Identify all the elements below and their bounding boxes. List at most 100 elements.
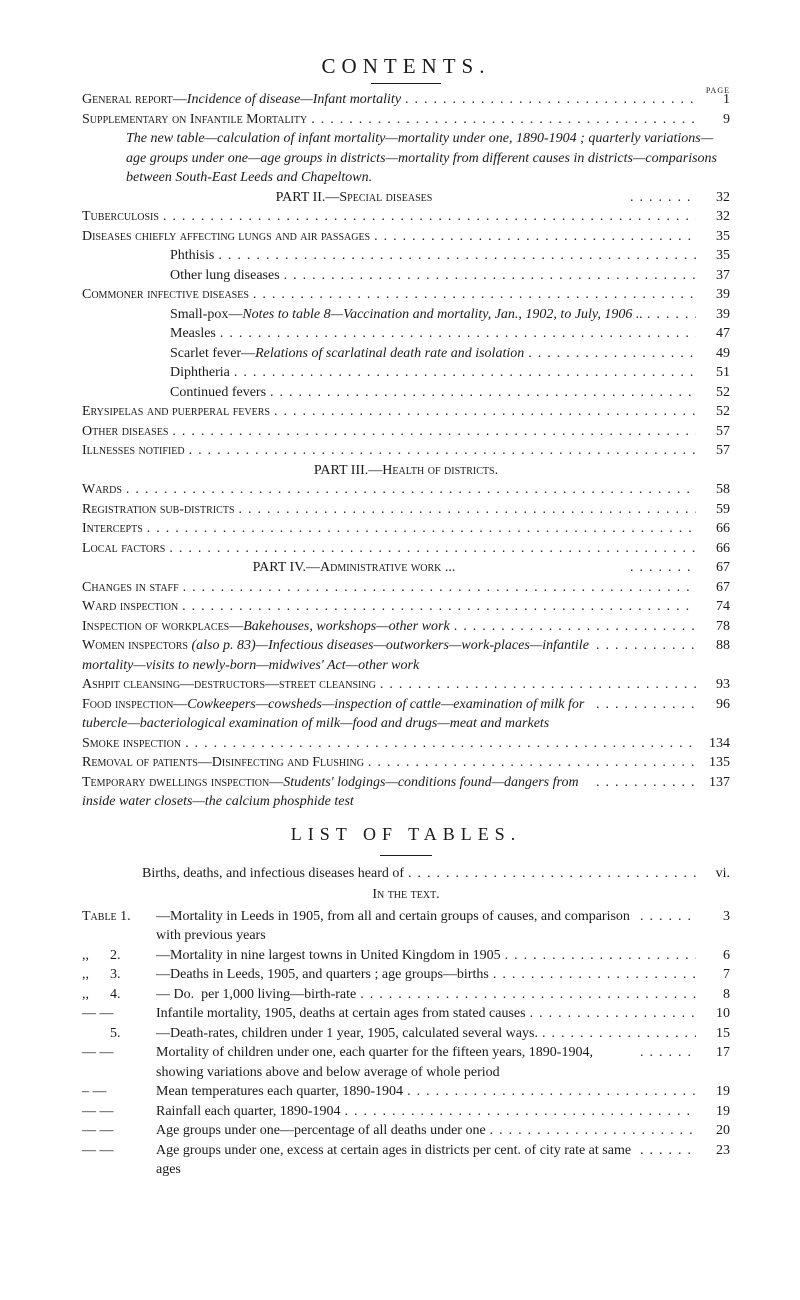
table-list-row: ,, 4.— Do. per 1,000 living—birth-rate8: [82, 985, 730, 1005]
toc-label: Registration sub-districts: [82, 500, 235, 520]
table-description: Mean temperatures each quarter, 1890-190…: [156, 1082, 403, 1102]
part-heading: PART II.—Special diseases: [276, 188, 433, 208]
table-description: —Death-rates, children under 1 year, 190…: [156, 1024, 538, 1044]
toc-row: Inspection of workplaces—Bakehouses, wor…: [82, 617, 730, 637]
page-number: 66: [696, 519, 730, 539]
table-list-row: – —Mean temperatures each quarter, 1890-…: [82, 1082, 730, 1102]
toc-label: Phthisis: [170, 246, 214, 266]
contents-body: General report—Incidence of disease—Infa…: [82, 90, 730, 812]
contents-title: CONTENTS.: [82, 54, 730, 79]
toc-label: Diseases chiefly affecting lungs and air…: [82, 227, 370, 247]
table-number: – —: [82, 1082, 156, 1102]
toc-row: Women inspectors (also p. 83)—Infectious…: [82, 636, 730, 675]
page-number: 51: [696, 363, 730, 383]
table-number: ,, 2.: [82, 946, 156, 966]
toc-label: Commoner infective diseases: [82, 285, 249, 305]
toc-row: Scarlet fever—Relations of scarlatinal d…: [82, 344, 730, 364]
toc-label: Small-pox—Notes to table 8—Vaccination a…: [170, 305, 643, 325]
toc-label: Measles: [170, 324, 216, 344]
toc-label: Continued fevers: [170, 383, 266, 403]
page-number: 93: [696, 675, 730, 695]
table-list-row: — —Rainfall each quarter, 1890-190419: [82, 1102, 730, 1122]
page-number: 47: [696, 324, 730, 344]
toc-row: Supplementary on Infantile Mortality9: [82, 110, 730, 130]
table-list-row: — —Age groups under one, excess at certa…: [82, 1141, 730, 1180]
toc-label: General report—Incidence of disease—Infa…: [82, 90, 401, 110]
toc-row: Tuberculosis 32: [82, 207, 730, 227]
page-number: 35: [696, 227, 730, 247]
toc-label: The new table—calculation of infant mort…: [126, 129, 730, 188]
table-description: —Mortality in nine largest towns in Unit…: [156, 946, 501, 966]
table-number: ,, 3.: [82, 965, 156, 985]
list-rule: [380, 855, 432, 856]
page-number: 3: [696, 907, 730, 927]
toc-row: Erysipelas and puerperal fevers 52: [82, 402, 730, 422]
page-number: 32: [696, 207, 730, 227]
toc-label: Diphtheria: [170, 363, 230, 383]
toc-row: Smoke inspection134: [82, 734, 730, 754]
table-description: — Do. per 1,000 living—birth-rate: [156, 985, 356, 1005]
toc-label: Local factors: [82, 539, 165, 559]
table-description: Mortality of children under one, each qu…: [156, 1043, 636, 1082]
toc-label: Ward inspection: [82, 597, 178, 617]
toc-row: Measles 47: [82, 324, 730, 344]
list-intro: Births, deaths, and infectious diseases …: [142, 864, 404, 884]
toc-row: Continued fevers 52: [82, 383, 730, 403]
table-description: Rainfall each quarter, 1890-1904: [156, 1102, 340, 1122]
toc-row: Small-pox—Notes to table 8—Vaccination a…: [82, 305, 730, 325]
toc-label: Ashpit cleansing—destructors—street clea…: [82, 675, 376, 695]
page-number: 74: [696, 597, 730, 617]
page-number: 9: [696, 110, 730, 130]
toc-row: Other lung diseases37: [82, 266, 730, 286]
page-number: 57: [696, 441, 730, 461]
part-heading: PART III.—Health of districts.: [314, 461, 498, 481]
page-number: 19: [696, 1102, 730, 1122]
toc-row: Registration sub-districts 59: [82, 500, 730, 520]
page-number: 96: [696, 695, 730, 715]
page-number: 57: [696, 422, 730, 442]
title-rule: [371, 83, 441, 84]
toc-label: Wards: [82, 480, 122, 500]
toc-row: Wards 58: [82, 480, 730, 500]
toc-label: Temporary dwellings inspection—Students'…: [82, 773, 592, 812]
table-description: —Mortality in Leeds in 1905, from all an…: [156, 907, 636, 946]
page-number: 52: [696, 402, 730, 422]
page-number: 6: [696, 946, 730, 966]
list-body: Births, deaths, and infectious diseases …: [82, 864, 730, 1180]
toc-label: Changes in staff: [82, 578, 179, 598]
list-of-tables-title: LIST OF TABLES.: [82, 824, 730, 845]
page-number: 20: [696, 1121, 730, 1141]
table-list-row: — —Infantile mortality, 1905, deaths at …: [82, 1004, 730, 1024]
part-heading: PART IV.—Administrative work ...: [253, 558, 456, 578]
table-number: — —: [82, 1043, 156, 1063]
toc-row: Commoner infective diseases39: [82, 285, 730, 305]
table-description: Infantile mortality, 1905, deaths at cer…: [156, 1004, 526, 1024]
page-number: 52: [696, 383, 730, 403]
toc-row: Food inspection—Cowkeepers—cowsheds—insp…: [82, 695, 730, 734]
toc-row: Diseases chiefly affecting lungs and air…: [82, 227, 730, 247]
page-number: 88: [696, 636, 730, 656]
toc-row: The new table—calculation of infant mort…: [82, 129, 730, 188]
page-number: 37: [696, 266, 730, 286]
toc-label: Removal of patients—Disinfecting and Flu…: [82, 753, 364, 773]
toc-row: Removal of patients—Disinfecting and Flu…: [82, 753, 730, 773]
toc-label: Scarlet fever—Relations of scarlatinal d…: [170, 344, 524, 364]
page-number: 58: [696, 480, 730, 500]
toc-label: Women inspectors (also p. 83)—Infectious…: [82, 636, 592, 675]
table-list-row: ,, 3.—Deaths in Leeds, 1905, and quarter…: [82, 965, 730, 985]
page-number: 67: [696, 558, 730, 578]
toc-label: Tuberculosis: [82, 207, 159, 227]
toc-row: Other diseases57: [82, 422, 730, 442]
toc-row: Phthisis 35: [82, 246, 730, 266]
toc-row: General report—Incidence of disease—Infa…: [82, 90, 730, 110]
page-number: 7: [696, 965, 730, 985]
page-number: 135: [696, 753, 730, 773]
toc-row: Temporary dwellings inspection—Students'…: [82, 773, 730, 812]
page-number: 59: [696, 500, 730, 520]
toc-label: Erysipelas and puerperal fevers: [82, 402, 270, 422]
toc-row: Local factors66: [82, 539, 730, 559]
toc-row: Ward inspection 74: [82, 597, 730, 617]
page-number: 23: [696, 1141, 730, 1161]
page-number: 35: [696, 246, 730, 266]
page-number: 10: [696, 1004, 730, 1024]
